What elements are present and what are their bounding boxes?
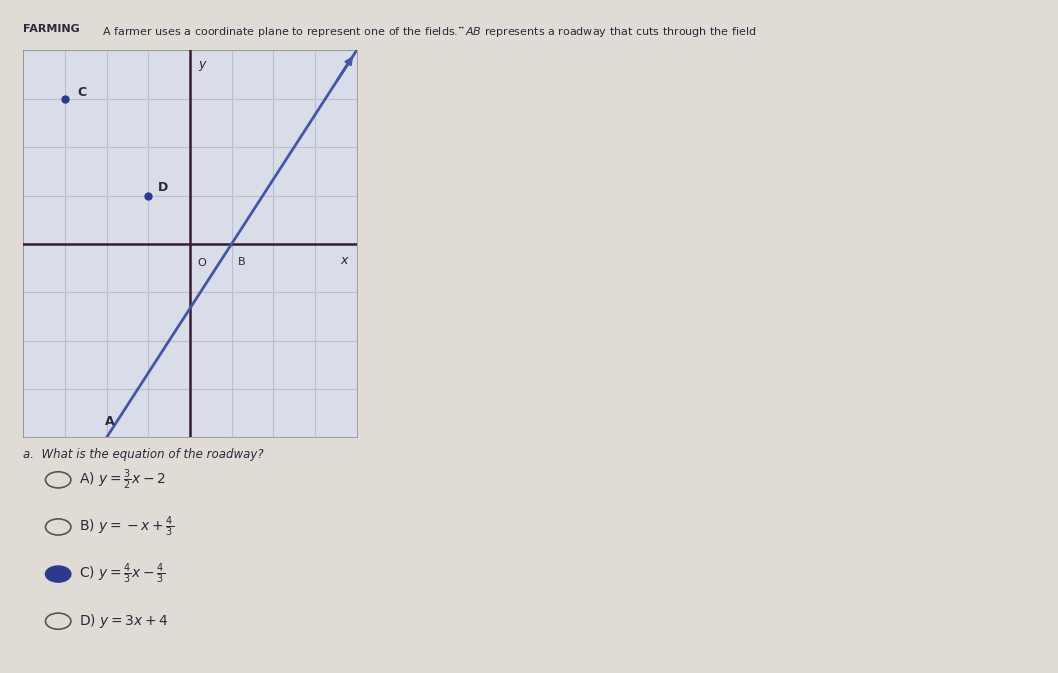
Text: A) $y = \frac{3}{2}x - 2$: A) $y = \frac{3}{2}x - 2$ <box>79 468 166 492</box>
Text: B) $y = -x + \frac{4}{3}$: B) $y = -x + \frac{4}{3}$ <box>79 515 175 539</box>
Text: FARMING: FARMING <box>23 24 80 34</box>
Text: O: O <box>197 258 206 269</box>
Text: C: C <box>77 86 87 100</box>
Text: x: x <box>341 254 348 267</box>
Text: D: D <box>158 181 167 194</box>
Text: B: B <box>238 257 245 267</box>
Text: A: A <box>105 415 114 428</box>
Text: D) $y = 3x + 4$: D) $y = 3x + 4$ <box>79 612 169 630</box>
Text: y: y <box>198 59 205 71</box>
Text: C) $y = \frac{4}{3}x - \frac{4}{3}$: C) $y = \frac{4}{3}x - \frac{4}{3}$ <box>79 562 165 586</box>
Text: A farmer uses a coordinate plane to represent one of the fields. $\overleftright: A farmer uses a coordinate plane to repr… <box>99 24 756 38</box>
Text: a.  What is the equation of the roadway?: a. What is the equation of the roadway? <box>23 448 263 460</box>
